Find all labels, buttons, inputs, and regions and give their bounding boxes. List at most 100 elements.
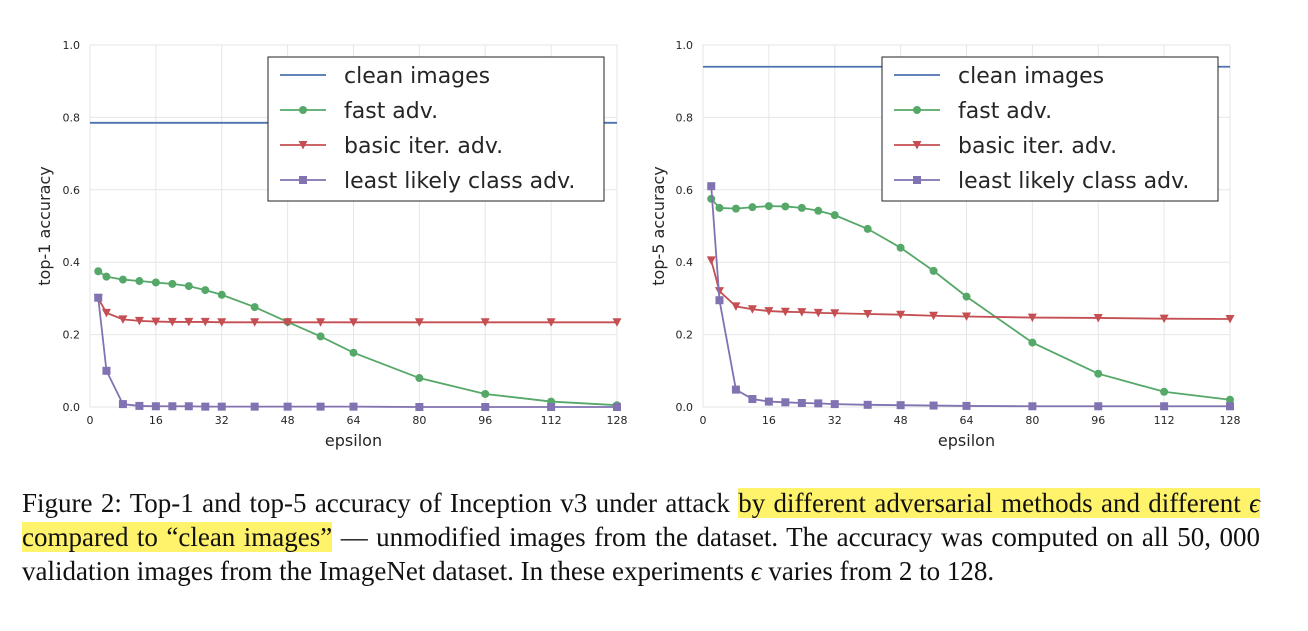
data-point: [547, 403, 556, 411]
data-point: [168, 402, 177, 411]
caption-text-4: varies from 2 to 128.: [761, 556, 995, 586]
series-least-likely-class-adv-: [707, 182, 1234, 411]
data-point: [797, 203, 806, 212]
series-least-likely-class-adv-: [94, 293, 621, 411]
data-point: [863, 309, 873, 319]
data-point: [316, 318, 326, 327]
x-tick-label: 32: [215, 414, 229, 427]
x-tick-label: 80: [412, 414, 426, 427]
data-point: [707, 194, 716, 203]
data-point: [217, 318, 227, 327]
series-line: [710, 260, 1231, 320]
caption-text-1: Figure 2: Top-1 and top-5 accuracy of In…: [22, 488, 739, 518]
series-basic-iter-adv-: [706, 256, 1235, 324]
data-point: [731, 204, 740, 213]
data-point: [830, 400, 839, 409]
data-point: [250, 303, 259, 312]
data-point: [349, 318, 358, 327]
data-point: [929, 311, 939, 321]
data-point: [134, 316, 144, 326]
data-point: [201, 286, 210, 295]
data-point: [929, 401, 938, 410]
legend-marker: [299, 176, 307, 184]
legend-label: least likely class adv.: [344, 169, 575, 194]
data-point: [184, 402, 193, 411]
caption-text-2: — unmodified images from the dataset. Th…: [332, 522, 1178, 552]
data-point: [814, 399, 823, 408]
y-tick-label: 1.0: [676, 39, 694, 52]
data-point: [102, 272, 111, 281]
data-point: [830, 211, 839, 220]
figure-caption: Figure 2: Top-1 and top-5 accuracy of In…: [22, 486, 1260, 588]
data-point: [349, 348, 358, 357]
y-tick-label: 0.4: [63, 256, 81, 269]
data-point: [94, 293, 103, 302]
data-point: [414, 318, 424, 327]
data-point: [1226, 402, 1234, 411]
series-line: [97, 297, 617, 408]
caption-epsilon-symbol: ϵ: [1249, 488, 1260, 518]
data-point: [283, 402, 292, 411]
y-tick-label: 0.6: [676, 184, 694, 197]
x-tick-label: 96: [478, 414, 492, 427]
data-point: [929, 266, 938, 275]
data-point: [863, 400, 872, 409]
data-point: [962, 312, 971, 321]
data-point: [316, 402, 325, 411]
data-point: [764, 307, 774, 316]
legend-marker: [913, 176, 921, 184]
data-point: [715, 203, 724, 212]
legend-label: fast adv.: [344, 99, 438, 124]
x-tick-label: 128: [1220, 414, 1241, 427]
data-point: [546, 318, 556, 327]
data-point: [764, 202, 773, 211]
data-point: [201, 402, 210, 411]
data-point: [612, 318, 622, 327]
data-point: [896, 243, 905, 252]
data-point: [863, 224, 872, 233]
data-point: [1093, 313, 1103, 323]
x-tick-label: 96: [1091, 414, 1105, 427]
data-point: [101, 308, 111, 318]
data-point: [1094, 369, 1103, 378]
data-point: [706, 256, 716, 265]
y-tick-label: 0.6: [63, 184, 81, 197]
data-point: [962, 292, 971, 301]
x-axis-label: epsilon: [938, 431, 995, 450]
series-line: [97, 270, 618, 407]
x-tick-label: 64: [960, 414, 974, 427]
y-tick-label: 0.0: [676, 401, 694, 414]
y-axis-label: top-1 accuracy: [35, 166, 54, 285]
legend-marker: [913, 106, 921, 114]
caption-highlight-text-2: compared to “clean images”: [22, 522, 333, 552]
data-point: [748, 203, 757, 212]
legend-label: least likely class adv.: [958, 169, 1189, 194]
y-tick-label: 0.2: [63, 329, 81, 342]
data-point: [1028, 402, 1037, 411]
data-point: [481, 389, 490, 398]
x-tick-label: 80: [1025, 414, 1039, 427]
data-point: [151, 317, 161, 327]
x-axis-label: epsilon: [325, 431, 382, 450]
data-point: [896, 310, 906, 320]
series-basic-iter-adv-: [93, 294, 622, 327]
x-tick-label: 48: [894, 414, 908, 427]
data-point: [1028, 338, 1037, 347]
y-tick-label: 0.4: [676, 256, 694, 269]
data-point: [613, 403, 621, 411]
data-point: [747, 305, 757, 314]
data-point: [962, 401, 971, 410]
data-point: [135, 401, 144, 410]
data-point: [415, 403, 424, 411]
data-point: [764, 397, 773, 406]
data-point: [1027, 313, 1037, 323]
legend-marker: [912, 141, 922, 150]
data-point: [748, 395, 757, 404]
x-tick-label: 128: [607, 414, 628, 427]
data-point: [250, 318, 260, 327]
x-tick-label: 64: [347, 414, 361, 427]
series-line: [710, 198, 1231, 401]
data-point: [707, 182, 716, 191]
y-tick-label: 0.0: [63, 401, 81, 414]
legend-label: clean images: [344, 64, 490, 89]
